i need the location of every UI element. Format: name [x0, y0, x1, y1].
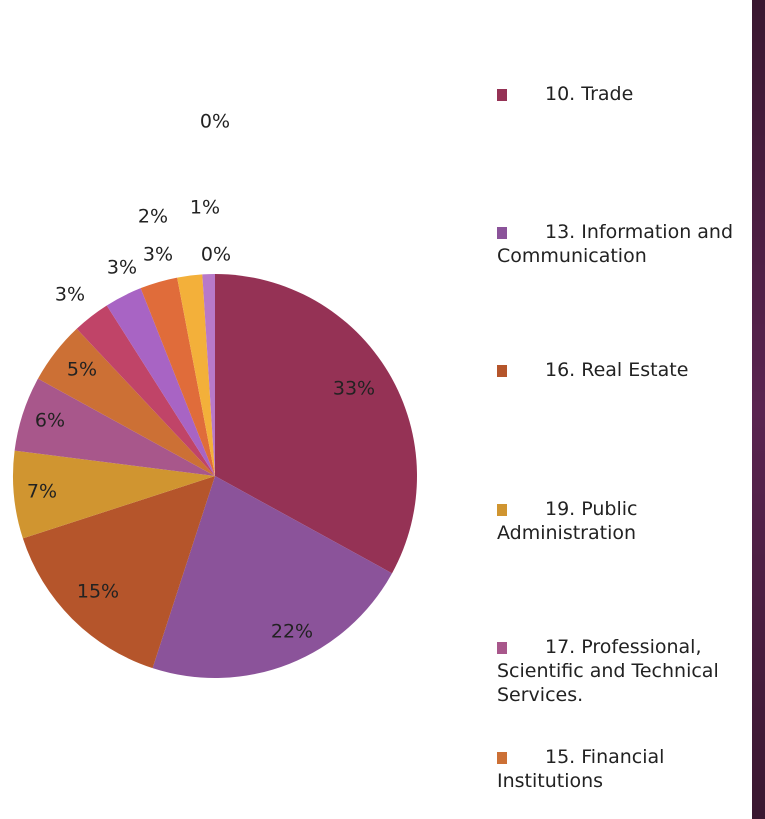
legend-label: 13. Information and Communication — [497, 221, 734, 267]
legend-swatch — [497, 365, 507, 377]
legend-entry: 16. Real Estate — [497, 358, 752, 382]
legend-label: 17. Professional, Scientific and Technic… — [497, 636, 719, 706]
pie-slice — [22, 476, 216, 669]
data-label: 33% — [333, 378, 375, 400]
legend-label: 10. Trade — [545, 83, 634, 105]
legend-swatch — [497, 752, 507, 764]
pie-slice — [215, 274, 418, 574]
pie-slice — [177, 274, 215, 476]
pie-slice — [152, 476, 393, 678]
data-label: 7% — [27, 481, 57, 503]
data-label: 3% — [107, 257, 137, 279]
legend-swatch — [497, 89, 507, 101]
data-label: 2% — [138, 206, 168, 228]
data-label: 6% — [35, 410, 65, 432]
legend-swatch — [497, 642, 507, 654]
data-label: 22% — [271, 621, 313, 643]
pie-slice — [140, 277, 215, 476]
pie-slice — [37, 328, 215, 476]
data-label: 15% — [77, 581, 119, 603]
data-label: 3% — [55, 284, 85, 306]
legend-entry: 19. Public Administration — [497, 497, 752, 545]
legend-entry: 10. Trade — [497, 82, 752, 106]
legend-entry: 17. Professional, Scientific and Technic… — [497, 635, 752, 707]
legend-entry: 13. Information and Communication — [497, 220, 752, 268]
legend-label: 15. Financial Institutions — [497, 746, 665, 792]
data-label: 0% — [200, 111, 230, 133]
legend-swatch — [497, 504, 507, 516]
pie-slice — [106, 288, 215, 476]
pie-slice — [202, 274, 215, 476]
pie-slice — [14, 378, 215, 476]
legend-entry: 15. Financial Institutions — [497, 745, 752, 793]
data-label: 3% — [143, 244, 173, 266]
side-bar — [752, 0, 765, 819]
legend-label: 19. Public Administration — [497, 498, 638, 544]
legend-swatch — [497, 227, 507, 239]
pie-slice — [76, 305, 215, 476]
legend-label: 16. Real Estate — [545, 359, 689, 381]
data-label: 1% — [190, 197, 220, 219]
pie-slice — [12, 450, 215, 539]
data-label: 0% — [201, 244, 231, 266]
data-label: 5% — [67, 359, 97, 381]
